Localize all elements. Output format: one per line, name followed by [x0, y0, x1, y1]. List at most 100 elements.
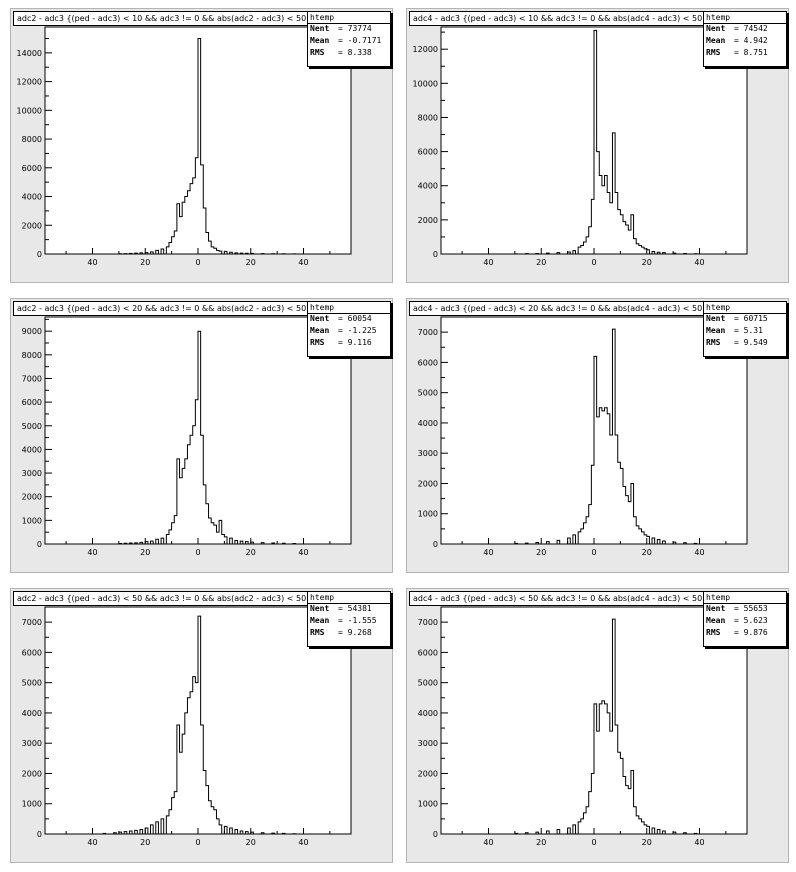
y-tick-label: 0 [433, 830, 438, 839]
stats-mean: Mean = -1.555 [310, 615, 377, 627]
stats-separator [308, 313, 390, 314]
y-tick-label: 3000 [22, 469, 42, 478]
y-tick-label: 2000 [22, 493, 42, 502]
y-tick-label: 5000 [418, 389, 438, 398]
y-tick-label: 4000 [22, 709, 42, 718]
y-tick-label: 1000 [22, 800, 42, 809]
stats-entries-value: = 55653 [734, 604, 768, 613]
stats-name: htemp [706, 593, 731, 602]
histogram-title: adc2 - adc3 {(ped - adc3) < 10 && adc3 !… [13, 11, 316, 26]
x-tick-label: 20 [642, 548, 652, 557]
stats-rms-value: = 8.751 [734, 48, 768, 57]
stats-entries-label: Nent [706, 314, 726, 323]
stats-mean-value: = 5.623 [734, 616, 768, 625]
stats-mean: Mean = 4.942 [706, 35, 768, 47]
histogram-plot: 40 20 0 20 40 0 1000 2000 3000 4000 5000 6000 7000 [418, 606, 748, 847]
x-tick-label: 40 [87, 258, 97, 267]
stats-rms: RMS = 9.268 [310, 627, 372, 639]
y-tick-label: 2000 [22, 769, 42, 778]
stats-separator [704, 603, 786, 604]
x-tick-label: 0 [591, 548, 596, 557]
y-tick-label: 4000 [22, 445, 42, 454]
y-tick-label: 1000 [418, 800, 438, 809]
y-tick-label: 4000 [22, 193, 42, 202]
stats-entries-value: = 73774 [338, 24, 372, 33]
x-tick-label: 20 [246, 548, 256, 557]
stats-name: htemp [310, 13, 335, 22]
stats-rms-value: = 9.116 [338, 338, 372, 347]
y-tick-label: 5000 [418, 679, 438, 688]
histogram-title: adc4 - adc3 {(ped - adc3) < 50 && adc3 !… [409, 591, 712, 606]
stats-name: htemp [706, 303, 731, 312]
y-tick-label: 8000 [22, 135, 42, 144]
x-tick-label: 40 [483, 548, 493, 557]
x-tick-label: 0 [591, 258, 596, 267]
axes: 40 20 0 20 40 0 2000 4000 6000 8000 10000 12000 1400… [17, 37, 331, 267]
x-tick-label: 20 [536, 258, 546, 267]
stats-separator [308, 23, 390, 24]
stats-entries: Nent = 60054 [310, 313, 372, 325]
stats-entries-label: Nent [310, 24, 330, 33]
stats-rms: RMS = 8.338 [310, 47, 372, 59]
stats-mean-label: Mean [706, 326, 726, 335]
stats-entries: Nent = 54381 [310, 603, 372, 615]
x-tick-label: 40 [694, 548, 704, 557]
stats-entries: Nent = 55653 [706, 603, 768, 615]
y-tick-label: 4000 [418, 709, 438, 718]
y-tick-label: 6000 [22, 164, 42, 173]
y-tick-label: 7000 [22, 374, 42, 383]
y-tick-label: 7000 [418, 328, 438, 337]
stats-mean-value: = -1.555 [338, 616, 377, 625]
stats-rms-value: = 8.338 [338, 48, 372, 57]
x-tick-label: 20 [642, 838, 652, 847]
y-tick-label: 12000 [17, 78, 42, 87]
y-tick-label: 2000 [418, 216, 438, 225]
stats-name: htemp [310, 303, 335, 312]
stats-mean-label: Mean [310, 36, 330, 45]
histogram-title: adc4 - adc3 {(ped - adc3) < 10 && adc3 !… [409, 11, 712, 26]
y-tick-label: 3000 [22, 739, 42, 748]
stats-mean-label: Mean [310, 326, 330, 335]
histogram-line [514, 618, 698, 835]
y-tick-label: 0 [433, 250, 438, 259]
stats-rms: RMS = 9.549 [706, 337, 768, 349]
y-tick-label: 2000 [418, 479, 438, 488]
y-tick-label: 7000 [418, 618, 438, 627]
histogram-line [514, 328, 698, 545]
stats-rms-label: RMS [706, 338, 721, 347]
x-tick-label: 20 [246, 838, 256, 847]
histogram-pad-4: 40 20 0 20 40 0 1000 2000 3000 4000 5000 6000 7000 ad… [406, 298, 789, 573]
x-tick-label: 0 [195, 548, 200, 557]
stats-mean-value: = -1.225 [338, 326, 377, 335]
stats-box: htemp Nent = 60054 Mean = -1.225 RMS = 9.116 [307, 301, 391, 357]
y-tick-label: 6000 [418, 358, 438, 367]
stats-entries-label: Nent [706, 604, 726, 613]
histogram-line [102, 615, 297, 835]
stats-separator [704, 313, 786, 314]
stats-rms: RMS = 9.876 [706, 627, 768, 639]
histogram-plot: 40 20 0 20 40 0 1000 2000 3000 4000 5000 6000 7000 80… [22, 316, 352, 557]
y-tick-label: 6000 [22, 648, 42, 657]
x-tick-label: 40 [298, 548, 308, 557]
stats-rms-label: RMS [310, 338, 325, 347]
histogram-pad-2: 40 20 0 20 40 0 2000 4000 6000 8000 10000 12000 adc4… [406, 8, 789, 283]
stats-entries-label: Nent [310, 604, 330, 613]
stats-box: htemp Nent = 60715 Mean = 5.31 RMS = 9.549 [703, 301, 787, 357]
histogram-title: adc2 - adc3 {(ped - adc3) < 50 && adc3 !… [13, 591, 316, 606]
y-tick-label: 8000 [22, 351, 42, 360]
axes: 40 20 0 20 40 0 1000 2000 3000 4000 5000 6000 7000 80… [22, 318, 331, 557]
y-tick-label: 12000 [413, 45, 438, 54]
y-tick-label: 3000 [418, 739, 438, 748]
histogram-title: adc2 - adc3 {(ped - adc3) < 20 && adc3 !… [13, 301, 316, 316]
stats-entries-label: Nent [310, 314, 330, 323]
y-tick-label: 3000 [418, 449, 438, 458]
x-tick-label: 0 [195, 258, 200, 267]
y-tick-label: 5000 [22, 422, 42, 431]
y-tick-label: 6000 [22, 398, 42, 407]
stats-rms: RMS = 8.751 [706, 47, 768, 59]
stats-entries-value: = 60054 [338, 314, 372, 323]
stats-rms-value: = 9.268 [338, 628, 372, 637]
stats-entries-value: = 60715 [734, 314, 768, 323]
stats-entries-value: = 54381 [338, 604, 372, 613]
y-tick-label: 6000 [418, 648, 438, 657]
